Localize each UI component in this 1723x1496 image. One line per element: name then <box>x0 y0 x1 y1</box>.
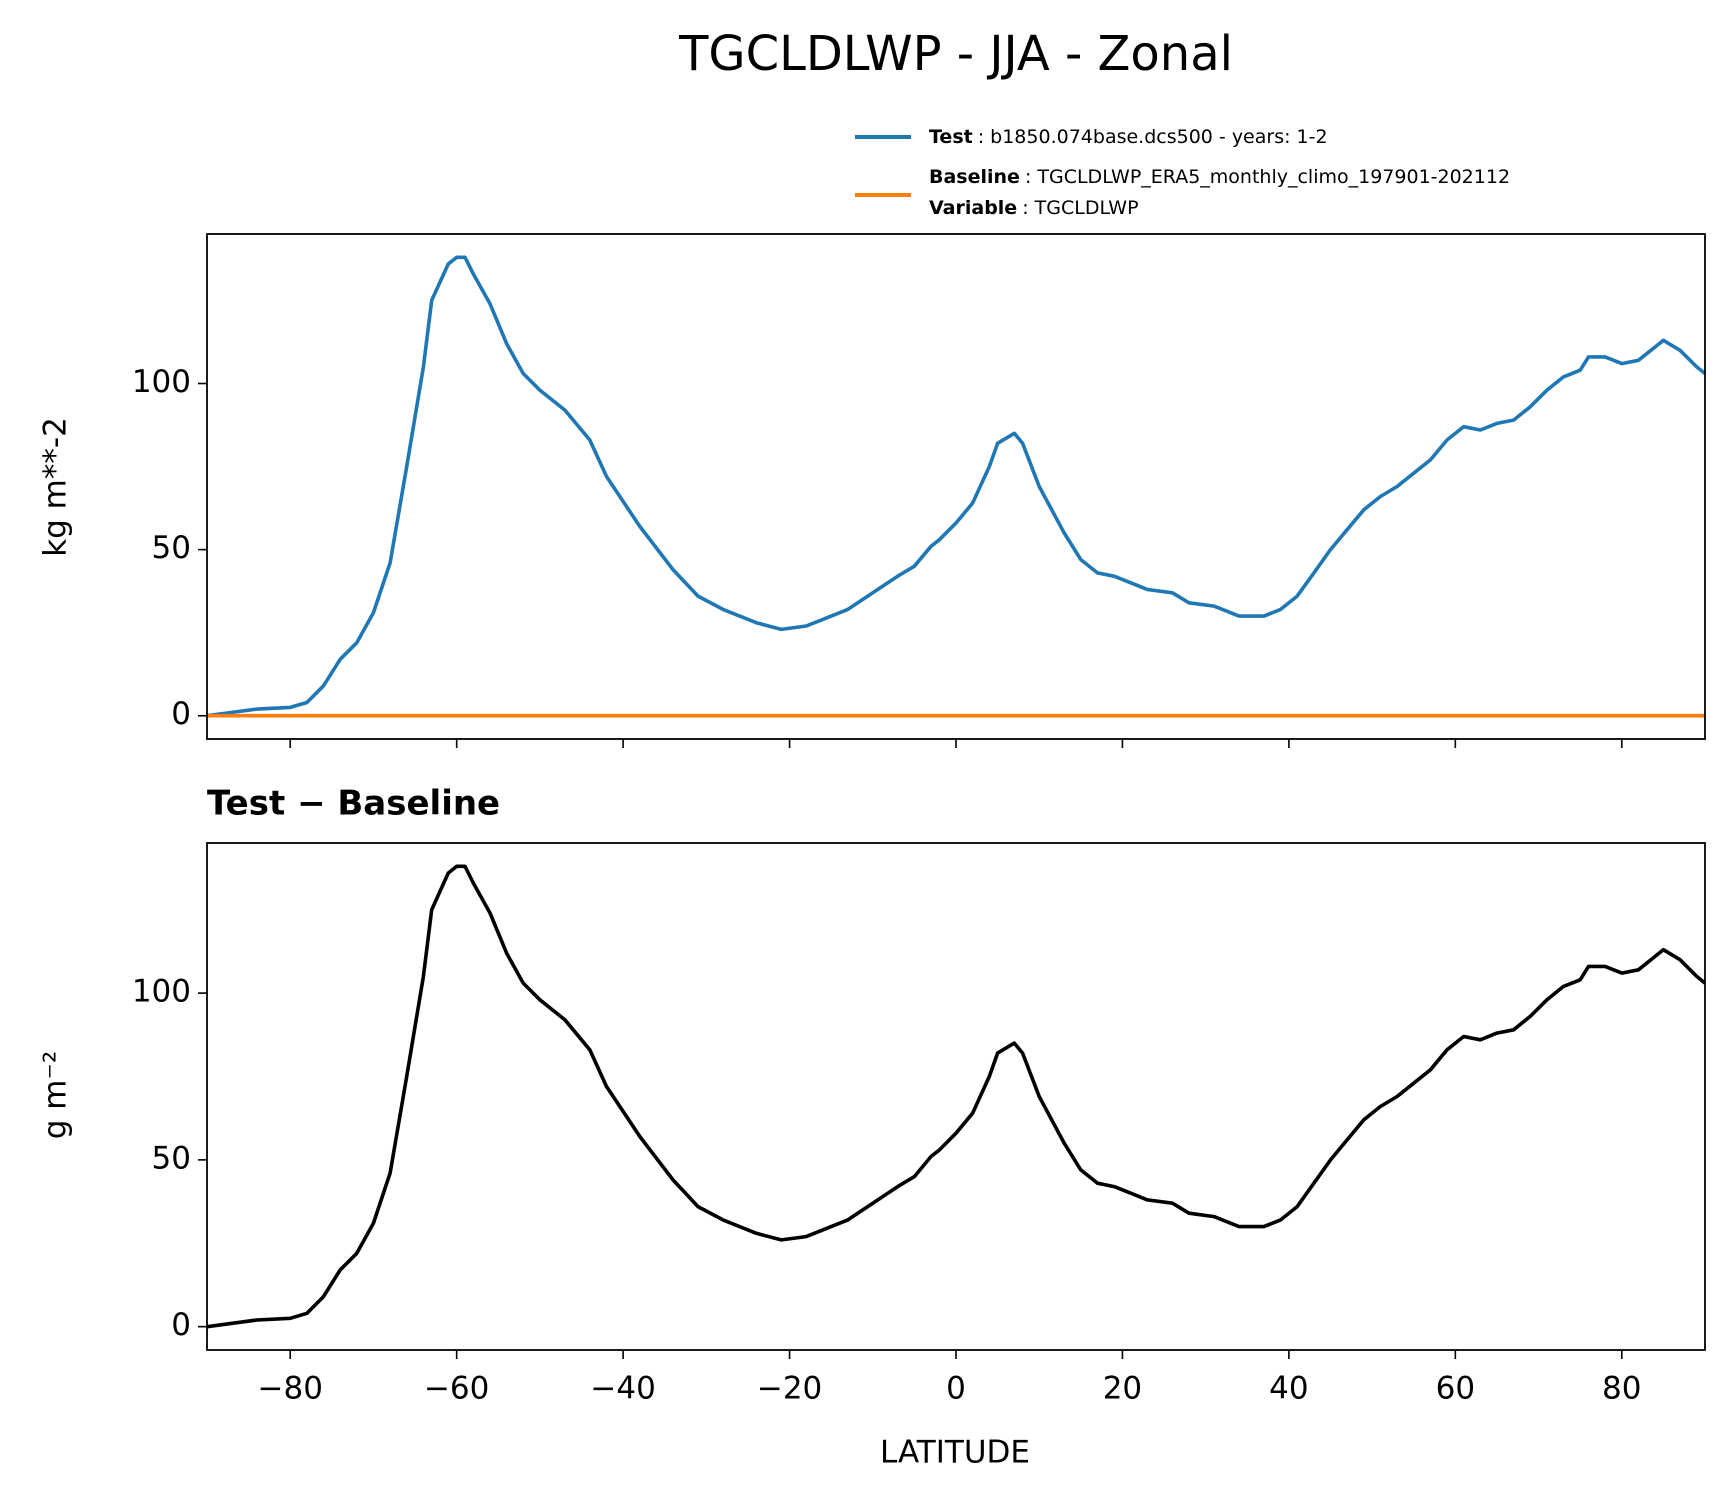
data-line <box>207 864 1705 1329</box>
plot-area <box>207 864 1705 1329</box>
y-tick-label: 100 <box>132 974 191 1010</box>
x-tick-label: −20 <box>757 1371 822 1407</box>
y-tick-label: 50 <box>152 1140 191 1176</box>
x-tick-label: 80 <box>1602 1371 1641 1407</box>
x-tick-label: 40 <box>1269 1371 1308 1407</box>
legend-entry: Baseline: TGCLDLWP_ERA5_monthly_climo_19… <box>929 166 1510 188</box>
y-tick-label: 0 <box>171 1307 191 1343</box>
x-tick-label: 20 <box>1103 1371 1142 1407</box>
figure-title: TGCLDLWP - JJA - Zonal <box>678 26 1233 82</box>
x-tick-label: −60 <box>424 1371 489 1407</box>
legend-name: Variable <box>929 197 1017 219</box>
legend-entry: Variable: TGCLDLWP <box>929 197 1139 219</box>
y-axis-label: g m⁻² <box>38 1051 74 1140</box>
legend-name: Baseline <box>929 166 1020 188</box>
legend-entry: Test: b1850.074base.dcs500 - years: 1-2 <box>929 126 1328 148</box>
x-tick-label: −80 <box>258 1371 323 1407</box>
legend-name: Test <box>929 126 973 148</box>
legend-description: : TGCLDLWP <box>1022 197 1138 219</box>
plot-area <box>207 255 1705 718</box>
y-tick-label: 0 <box>171 696 191 732</box>
x-axis-label: LATITUDE <box>880 1435 1030 1471</box>
x-tick-label: 0 <box>946 1371 966 1407</box>
data-line <box>207 255 1705 718</box>
y-tick-label: 50 <box>152 530 191 566</box>
y-tick-label: 100 <box>132 364 191 400</box>
x-tick-label: 60 <box>1436 1371 1475 1407</box>
y-axis-label: kg m**-2 <box>38 417 74 557</box>
panel-title: Test − Baseline <box>207 784 500 824</box>
legend-description: : b1850.074base.dcs500 - years: 1-2 <box>978 126 1328 148</box>
x-tick-label: −40 <box>590 1371 655 1407</box>
legend-description: : TGCLDLWP_ERA5_monthly_climo_197901-202… <box>1025 166 1510 188</box>
